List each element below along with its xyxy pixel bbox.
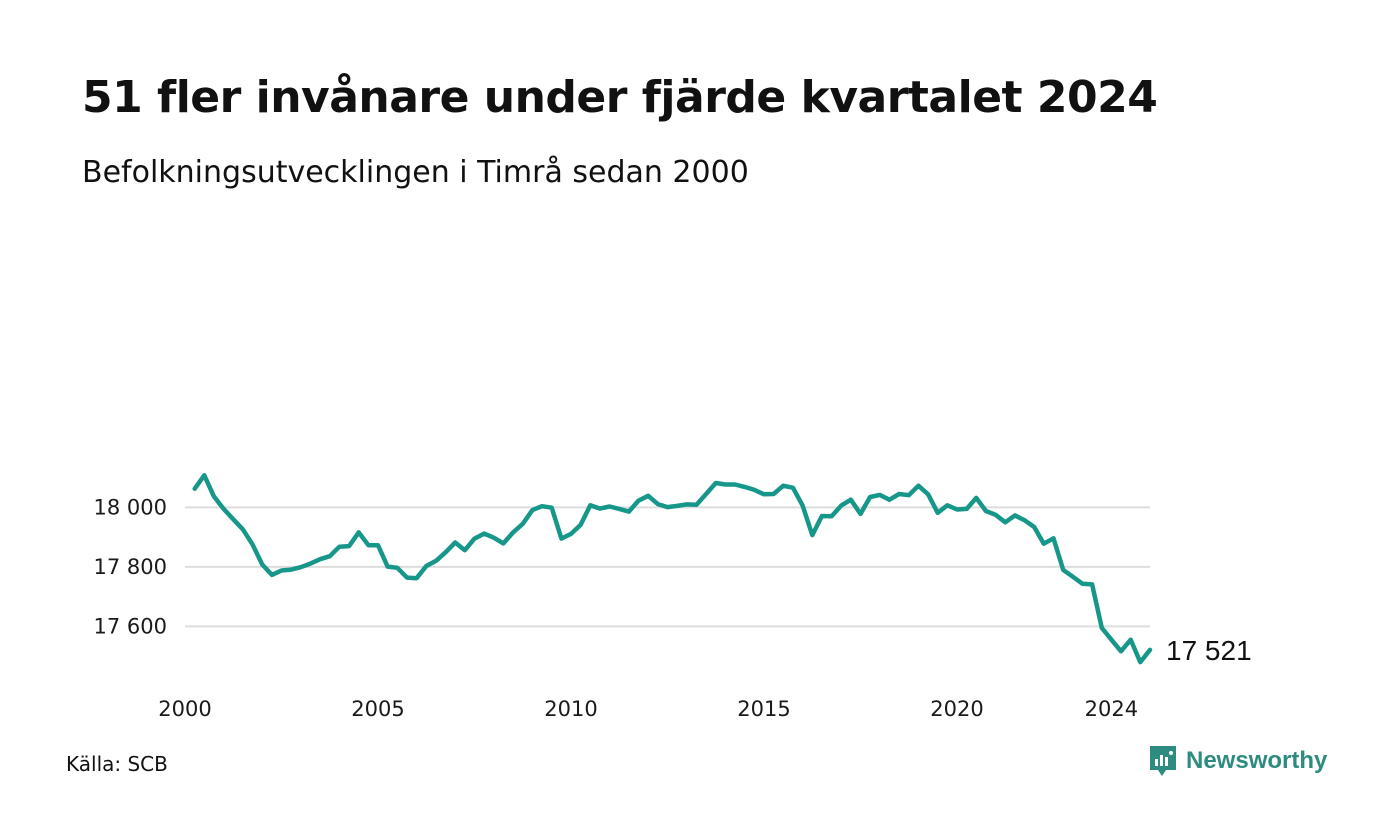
end-value-label: 17 521: [1166, 635, 1252, 666]
series-line: [192, 473, 1153, 665]
x-tick-label: 2010: [544, 697, 597, 721]
x-tick-label: 2015: [737, 697, 790, 721]
source-note: Källa: SCB: [66, 752, 168, 776]
x-tick-label: 2005: [351, 697, 404, 721]
y-tick-label: 17 800: [94, 555, 167, 579]
y-tick-label: 17 600: [94, 614, 167, 638]
chart-title: 51 fler invånare under fjärde kvartalet …: [82, 72, 1158, 123]
x-tick-label: 2020: [930, 697, 983, 721]
brand-logo[interactable]: Newsworthy: [1148, 744, 1327, 778]
y-tick-label: 18 000: [94, 495, 167, 519]
chart-subtitle: Befolkningsutvecklingen i Timrå sedan 20…: [82, 155, 749, 190]
x-tick-label: 2024: [1085, 697, 1138, 721]
brand-name: Newsworthy: [1186, 747, 1328, 774]
line-chart: 17 600 17 800 18 000 2000 2005 2010 2015 2020 20…: [94, 473, 1252, 721]
x-tick-label: 2000: [158, 697, 211, 721]
newsworthy-logo-icon: [1150, 746, 1176, 776]
